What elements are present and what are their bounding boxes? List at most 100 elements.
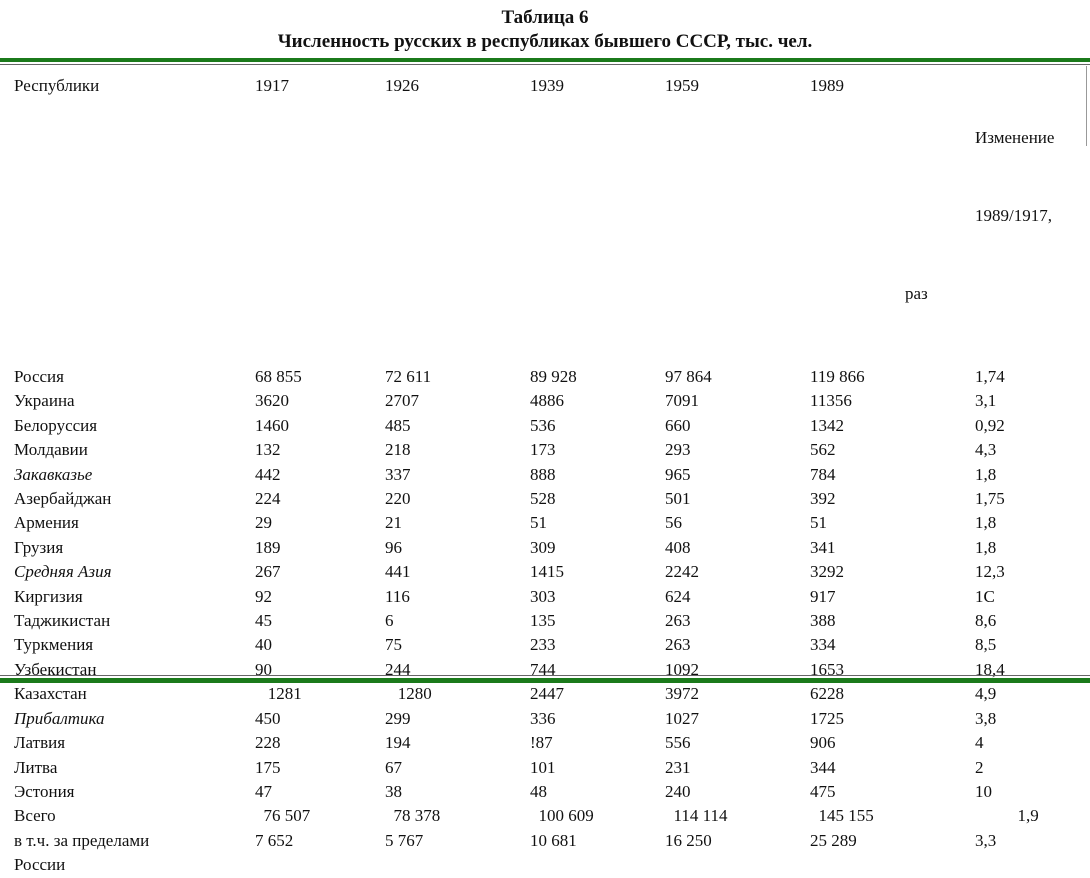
republic-name: Армения <box>14 513 79 533</box>
table-caption-number: Таблица 6 <box>501 7 589 28</box>
table-row: Всего 76 507 78 378 100 609 114 114 145 … <box>14 804 1090 828</box>
value-cell: 1,8 <box>975 537 997 557</box>
value-cell: 16 250 <box>665 830 712 850</box>
value-cell: 536 <box>530 415 556 435</box>
value-cell: 1725 <box>810 708 844 728</box>
republic-name: Молдавии <box>14 440 88 460</box>
value-cell: 337 <box>385 464 411 484</box>
value-cell: 1,9 <box>975 806 1039 826</box>
value-cell: 309 <box>530 537 556 557</box>
table-row: Киргизия 92 116 303 624 917 1С <box>14 585 1090 609</box>
value-cell: !87 <box>530 733 553 753</box>
value-cell: 7091 <box>665 391 699 411</box>
value-cell: 2 <box>975 757 984 777</box>
value-cell: 485 <box>385 415 411 435</box>
value-cell: 388 <box>810 611 836 631</box>
value-cell: 1281 <box>255 684 302 704</box>
value-cell: 89 928 <box>530 367 577 386</box>
value-cell <box>385 853 530 877</box>
value-cell: 231 <box>665 757 691 777</box>
change-header-line-3: раз <box>905 284 928 303</box>
value-cell: 1,8 <box>975 513 997 533</box>
value-cell: 917 <box>810 586 836 606</box>
value-cell: 11356 <box>810 391 852 411</box>
value-cell: 784 <box>810 464 836 484</box>
value-cell: 2242 <box>665 562 699 582</box>
value-cell: 101 <box>530 757 556 777</box>
value-cell: 175 <box>255 757 281 777</box>
value-cell: 4 <box>975 733 984 753</box>
bottom-rule-green <box>0 678 1090 683</box>
value-cell: 888 <box>530 464 556 484</box>
value-cell: 1,75 <box>975 489 1005 509</box>
republic-name: Эстония <box>14 781 75 801</box>
table-row: Россия 68 855 72 611 89 928 97 864 119 866 1,7… <box>14 365 1090 389</box>
value-cell: 5 767 <box>385 830 424 850</box>
republic-name: Киргизия <box>14 586 83 606</box>
value-cell: 135 <box>530 611 556 631</box>
republic-name: Закавказье <box>14 464 93 484</box>
bottom-rules <box>0 673 1090 683</box>
table-row: Закавказье 442 337 888 965 784 1,8 <box>14 463 1090 487</box>
value-cell: 25 289 <box>810 830 857 850</box>
value-cell: 194 <box>385 733 411 753</box>
value-cell: 344 <box>810 757 836 777</box>
value-cell: 92 <box>255 586 272 606</box>
header-right-border <box>1086 66 1087 146</box>
value-cell: 2447 <box>530 684 564 704</box>
value-cell: 3620 <box>255 391 289 411</box>
table-row: Прибалтика 450 299 336 1027 1725 3,8 <box>14 707 1090 731</box>
value-cell: 67 <box>385 757 402 777</box>
table-row: Латвия 228 194 !87 556 906 4 <box>14 731 1090 755</box>
value-cell: 263 <box>665 611 691 631</box>
republic-name: Таджикистан <box>14 611 111 631</box>
value-cell: 8,6 <box>975 611 997 631</box>
table-row: Средняя Азия 267 441 1415 2242 3292 12,3 <box>14 560 1090 584</box>
top-rule-green <box>0 58 1090 62</box>
value-cell: 189 <box>255 537 281 557</box>
value-cell: 1С <box>975 586 995 606</box>
republic-name: Туркмения <box>14 635 94 655</box>
table-row: Белоруссия 1460 485 536 660 1342 0,92 <box>14 414 1090 438</box>
change-header-line-1: Изменение <box>975 128 1055 147</box>
value-cell: 145 155 <box>810 806 874 826</box>
value-cell: 244 <box>385 659 411 679</box>
value-cell: 392 <box>810 489 836 509</box>
value-cell: 1092 <box>665 659 699 679</box>
value-cell: 29 <box>255 513 272 533</box>
col-header-republics: Республики <box>14 76 100 95</box>
value-cell: 56 <box>665 513 682 533</box>
value-cell: 218 <box>385 440 411 460</box>
table-row: Литва 175 67 101 231 344 2 <box>14 756 1090 780</box>
republic-name: Узбекистан <box>14 659 97 679</box>
table-row: Узбекистан 90 244 744 1092 1653 18,4 <box>14 658 1090 682</box>
value-cell: 293 <box>665 440 691 460</box>
value-cell: 1342 <box>810 415 844 435</box>
value-cell: 408 <box>665 537 691 557</box>
col-header-change: Изменение 1989/1917, раз <box>905 65 1090 365</box>
republic-name: России <box>14 855 66 875</box>
value-cell: 68 855 <box>255 367 302 386</box>
value-cell: 10 681 <box>530 830 577 850</box>
value-cell: 233 <box>530 635 556 655</box>
col-header-1959: 1959 <box>665 76 699 95</box>
value-cell: 8,5 <box>975 635 997 655</box>
value-cell: 3,3 <box>975 830 997 850</box>
value-cell: 660 <box>665 415 691 435</box>
value-cell: 528 <box>530 489 556 509</box>
value-cell: 475 <box>810 781 836 801</box>
value-cell: 45 <box>255 611 272 631</box>
value-cell: 6 <box>385 611 394 631</box>
republic-name: Латвия <box>14 733 66 753</box>
value-cell: 624 <box>665 586 691 606</box>
value-cell: 12,3 <box>975 562 1005 582</box>
value-cell: 21 <box>385 513 402 533</box>
republic-name: в т.ч. за пределами <box>14 830 150 850</box>
value-cell: 442 <box>255 464 281 484</box>
table-row: Казахстан 1281 1280 2447 3972 6228 4,9 <box>14 682 1090 706</box>
value-cell: 3972 <box>665 684 699 704</box>
col-header-1989: 1989 <box>810 76 844 95</box>
value-cell: 263 <box>665 635 691 655</box>
value-cell: 7 652 <box>255 830 294 850</box>
value-cell: 3,8 <box>975 708 997 728</box>
